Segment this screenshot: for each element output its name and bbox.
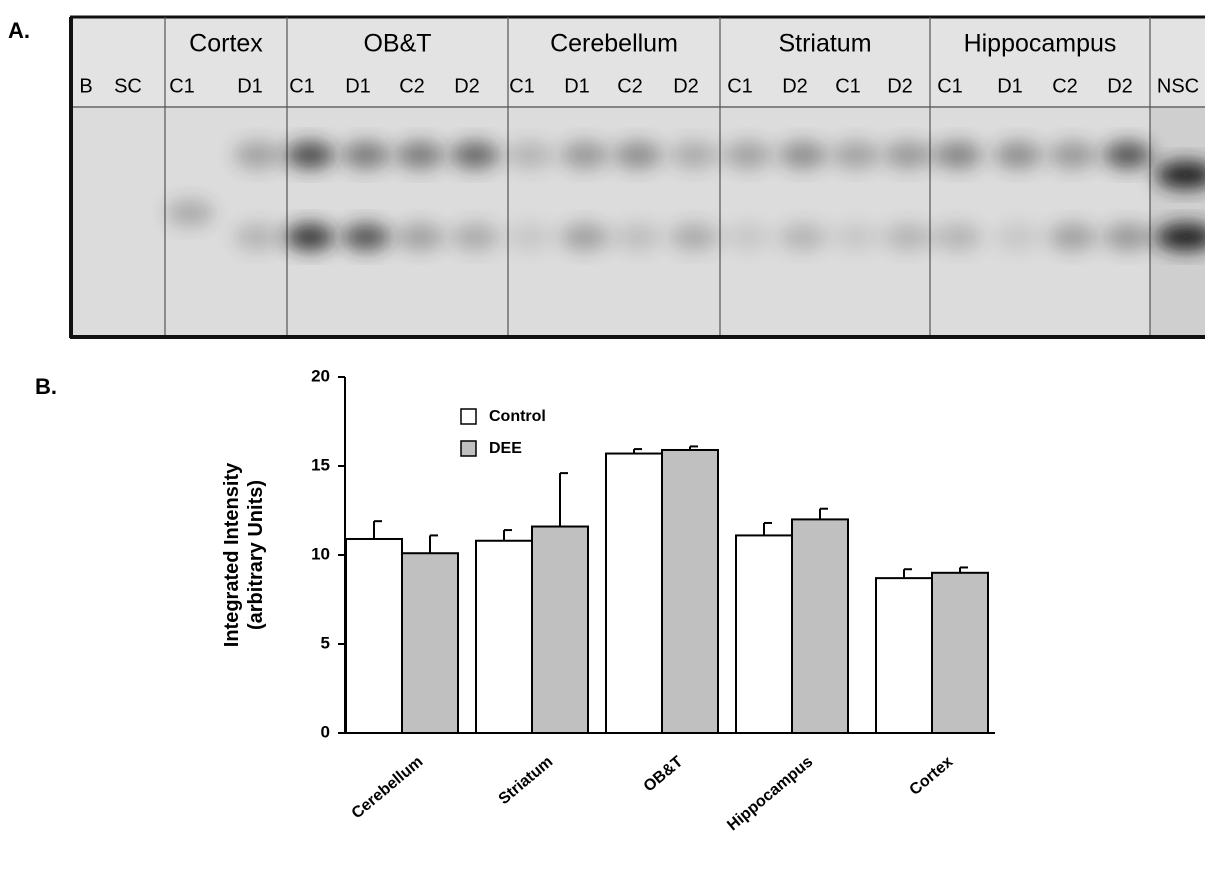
lane-label: C1 — [835, 75, 861, 97]
gel-band — [234, 223, 282, 251]
lane-label: D1 — [564, 75, 590, 97]
gel-band — [396, 141, 444, 169]
gel-band — [779, 141, 827, 169]
gel-band — [994, 223, 1042, 251]
y-axis-label: Integrated Intensity (arbitrary Units) — [221, 462, 267, 647]
lane-label: D1 — [345, 75, 371, 97]
y-tick-label: 15 — [311, 455, 330, 474]
gel-nsc-area — [1150, 107, 1205, 335]
y-axis-label-line: (arbitrary Units) — [245, 480, 267, 630]
gel-band — [614, 223, 662, 251]
lane-label: C2 — [399, 75, 425, 97]
lane-label: C1 — [727, 75, 753, 97]
legend-label: DEE — [489, 440, 522, 457]
x-tick-label: Hippocampus — [724, 753, 816, 834]
gel-band — [286, 223, 334, 251]
y-axis-label-line: Integrated Intensity — [221, 462, 243, 647]
group-header: Hippocampus — [964, 30, 1117, 58]
bar-chart: B. 0 5 10 15 20 Integrated Intensity (arbitrary… — [35, 366, 995, 834]
gel-band — [670, 141, 718, 169]
bar — [531, 525, 589, 735]
gel-band — [451, 223, 499, 251]
lane-label: C1 — [509, 75, 535, 97]
legend-label: Control — [489, 408, 546, 425]
gel-band — [396, 223, 444, 251]
gel-band — [166, 199, 214, 227]
gel-band — [779, 223, 827, 251]
legend-swatch — [460, 408, 477, 425]
group-header: Cerebellum — [550, 30, 678, 58]
lane-label: C1 — [937, 75, 963, 97]
gel-band — [506, 223, 554, 251]
bar — [661, 448, 719, 734]
bar — [875, 577, 933, 735]
panel-b-label: B. — [35, 374, 57, 399]
y-tick-label: 5 — [321, 633, 330, 652]
y-tick-label: 0 — [321, 722, 330, 741]
lane-label: B — [79, 75, 92, 97]
gel-band — [934, 223, 982, 251]
gel-band — [724, 141, 772, 169]
gel-band — [234, 141, 282, 169]
group-header: Striatum — [778, 30, 871, 58]
lane-label: C1 — [289, 75, 315, 97]
bar — [931, 571, 989, 734]
bar — [401, 552, 459, 734]
lane-label: D1 — [997, 75, 1023, 97]
gel-band — [994, 141, 1042, 169]
gel-band — [670, 223, 718, 251]
gel-band — [614, 141, 662, 169]
lane-label: SC — [114, 75, 142, 97]
y-tick-label: 20 — [311, 366, 330, 385]
gel-band — [884, 141, 932, 169]
gel-band — [1049, 141, 1097, 169]
gel-band — [884, 223, 932, 251]
gel-band — [561, 223, 609, 251]
lane-label: C1 — [169, 75, 195, 97]
gel-image: Cortex OB&T Cerebellum Striatum Hippocampus B… — [69, 15, 1205, 339]
gel-band — [506, 141, 554, 169]
gel-band — [934, 141, 982, 169]
legend-swatch — [460, 440, 477, 457]
lane-label: C2 — [617, 75, 643, 97]
group-header: Cortex — [189, 30, 263, 58]
group-header: OB&T — [363, 30, 431, 58]
bar — [735, 534, 793, 734]
gel-band — [1049, 223, 1097, 251]
bar — [475, 539, 533, 735]
bar — [345, 537, 403, 734]
x-tick-label: Cerebellum — [349, 753, 427, 822]
lane-label: C2 — [1052, 75, 1078, 97]
gel-band — [832, 223, 880, 251]
lane-label: D2 — [887, 75, 913, 97]
lane-label: D2 — [454, 75, 480, 97]
gel-band — [342, 141, 390, 169]
x-tick-label: Cortex — [907, 753, 957, 799]
gel-band — [1104, 223, 1152, 251]
x-tick-label: Striatum — [496, 753, 557, 808]
gel-band — [1104, 141, 1152, 169]
gel-band — [451, 141, 499, 169]
gel-band — [561, 141, 609, 169]
gel-band — [286, 141, 334, 169]
bar — [791, 518, 849, 735]
gel-band — [832, 141, 880, 169]
lane-label: D2 — [1107, 75, 1133, 97]
x-tick-label: OB&T — [641, 753, 687, 795]
y-tick-label: 10 — [311, 544, 330, 563]
gel-band — [1156, 223, 1205, 251]
lane-label: D1 — [237, 75, 263, 97]
gel-band — [1156, 161, 1205, 189]
panel-a-label: A. — [8, 18, 30, 43]
bar — [605, 452, 663, 734]
lane-label: NSC — [1157, 75, 1199, 97]
gel-band — [724, 223, 772, 251]
lane-label: D2 — [673, 75, 699, 97]
lane-label: D2 — [782, 75, 808, 97]
gel-band — [342, 223, 390, 251]
